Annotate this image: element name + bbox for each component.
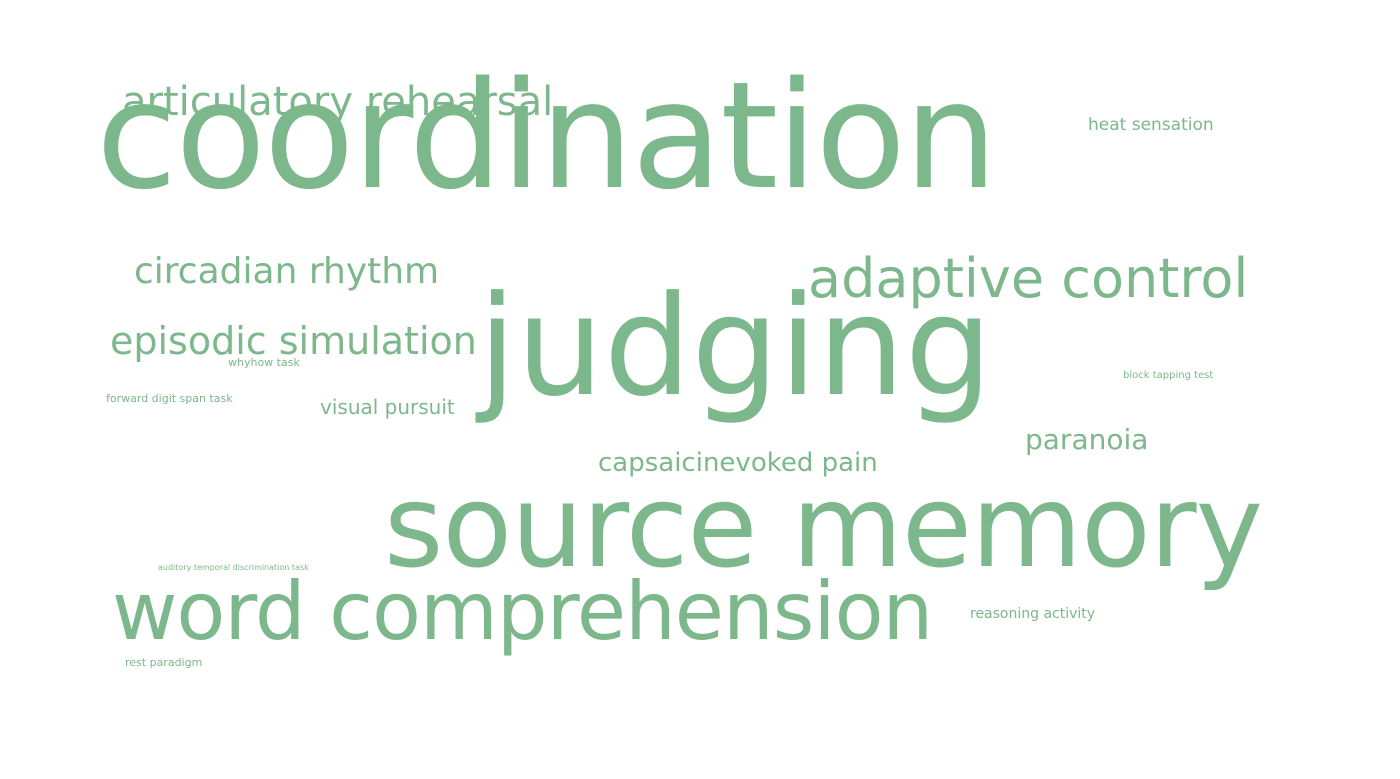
word-visual-pursuit: visual pursuit (320, 395, 455, 419)
word-whyhow-task: whyhow task (228, 356, 300, 369)
word-forward-digit-span-task: forward digit span task (106, 392, 233, 405)
word-judging: judging (478, 266, 993, 427)
word-rest-paradigm: rest paradigm (125, 656, 203, 669)
word-auditory-temporal-discrimination-task: auditory temporal discrimination task (158, 563, 309, 572)
word-paranoia: paranoia (1025, 423, 1149, 456)
word-adaptive-control: adaptive control (808, 247, 1249, 310)
word-coordination: coordination (96, 50, 998, 222)
word-capsaicinevoked-pain: capsaicinevoked pain (598, 448, 878, 478)
word-articulatory-rehearsal: articulatory rehearsal (122, 79, 554, 125)
word-block-tapping-test: block tapping test (1123, 370, 1214, 381)
word-circadian-rhythm: circadian rhythm (134, 251, 440, 292)
word-source-memory: source memory (384, 460, 1263, 593)
word-heat-sensation: heat sensation (1088, 115, 1214, 135)
word-reasoning-activity: reasoning activity (970, 606, 1096, 622)
word-word-comprehension: word comprehension (112, 565, 933, 658)
word-episodic-simulation: episodic simulation (110, 319, 477, 363)
